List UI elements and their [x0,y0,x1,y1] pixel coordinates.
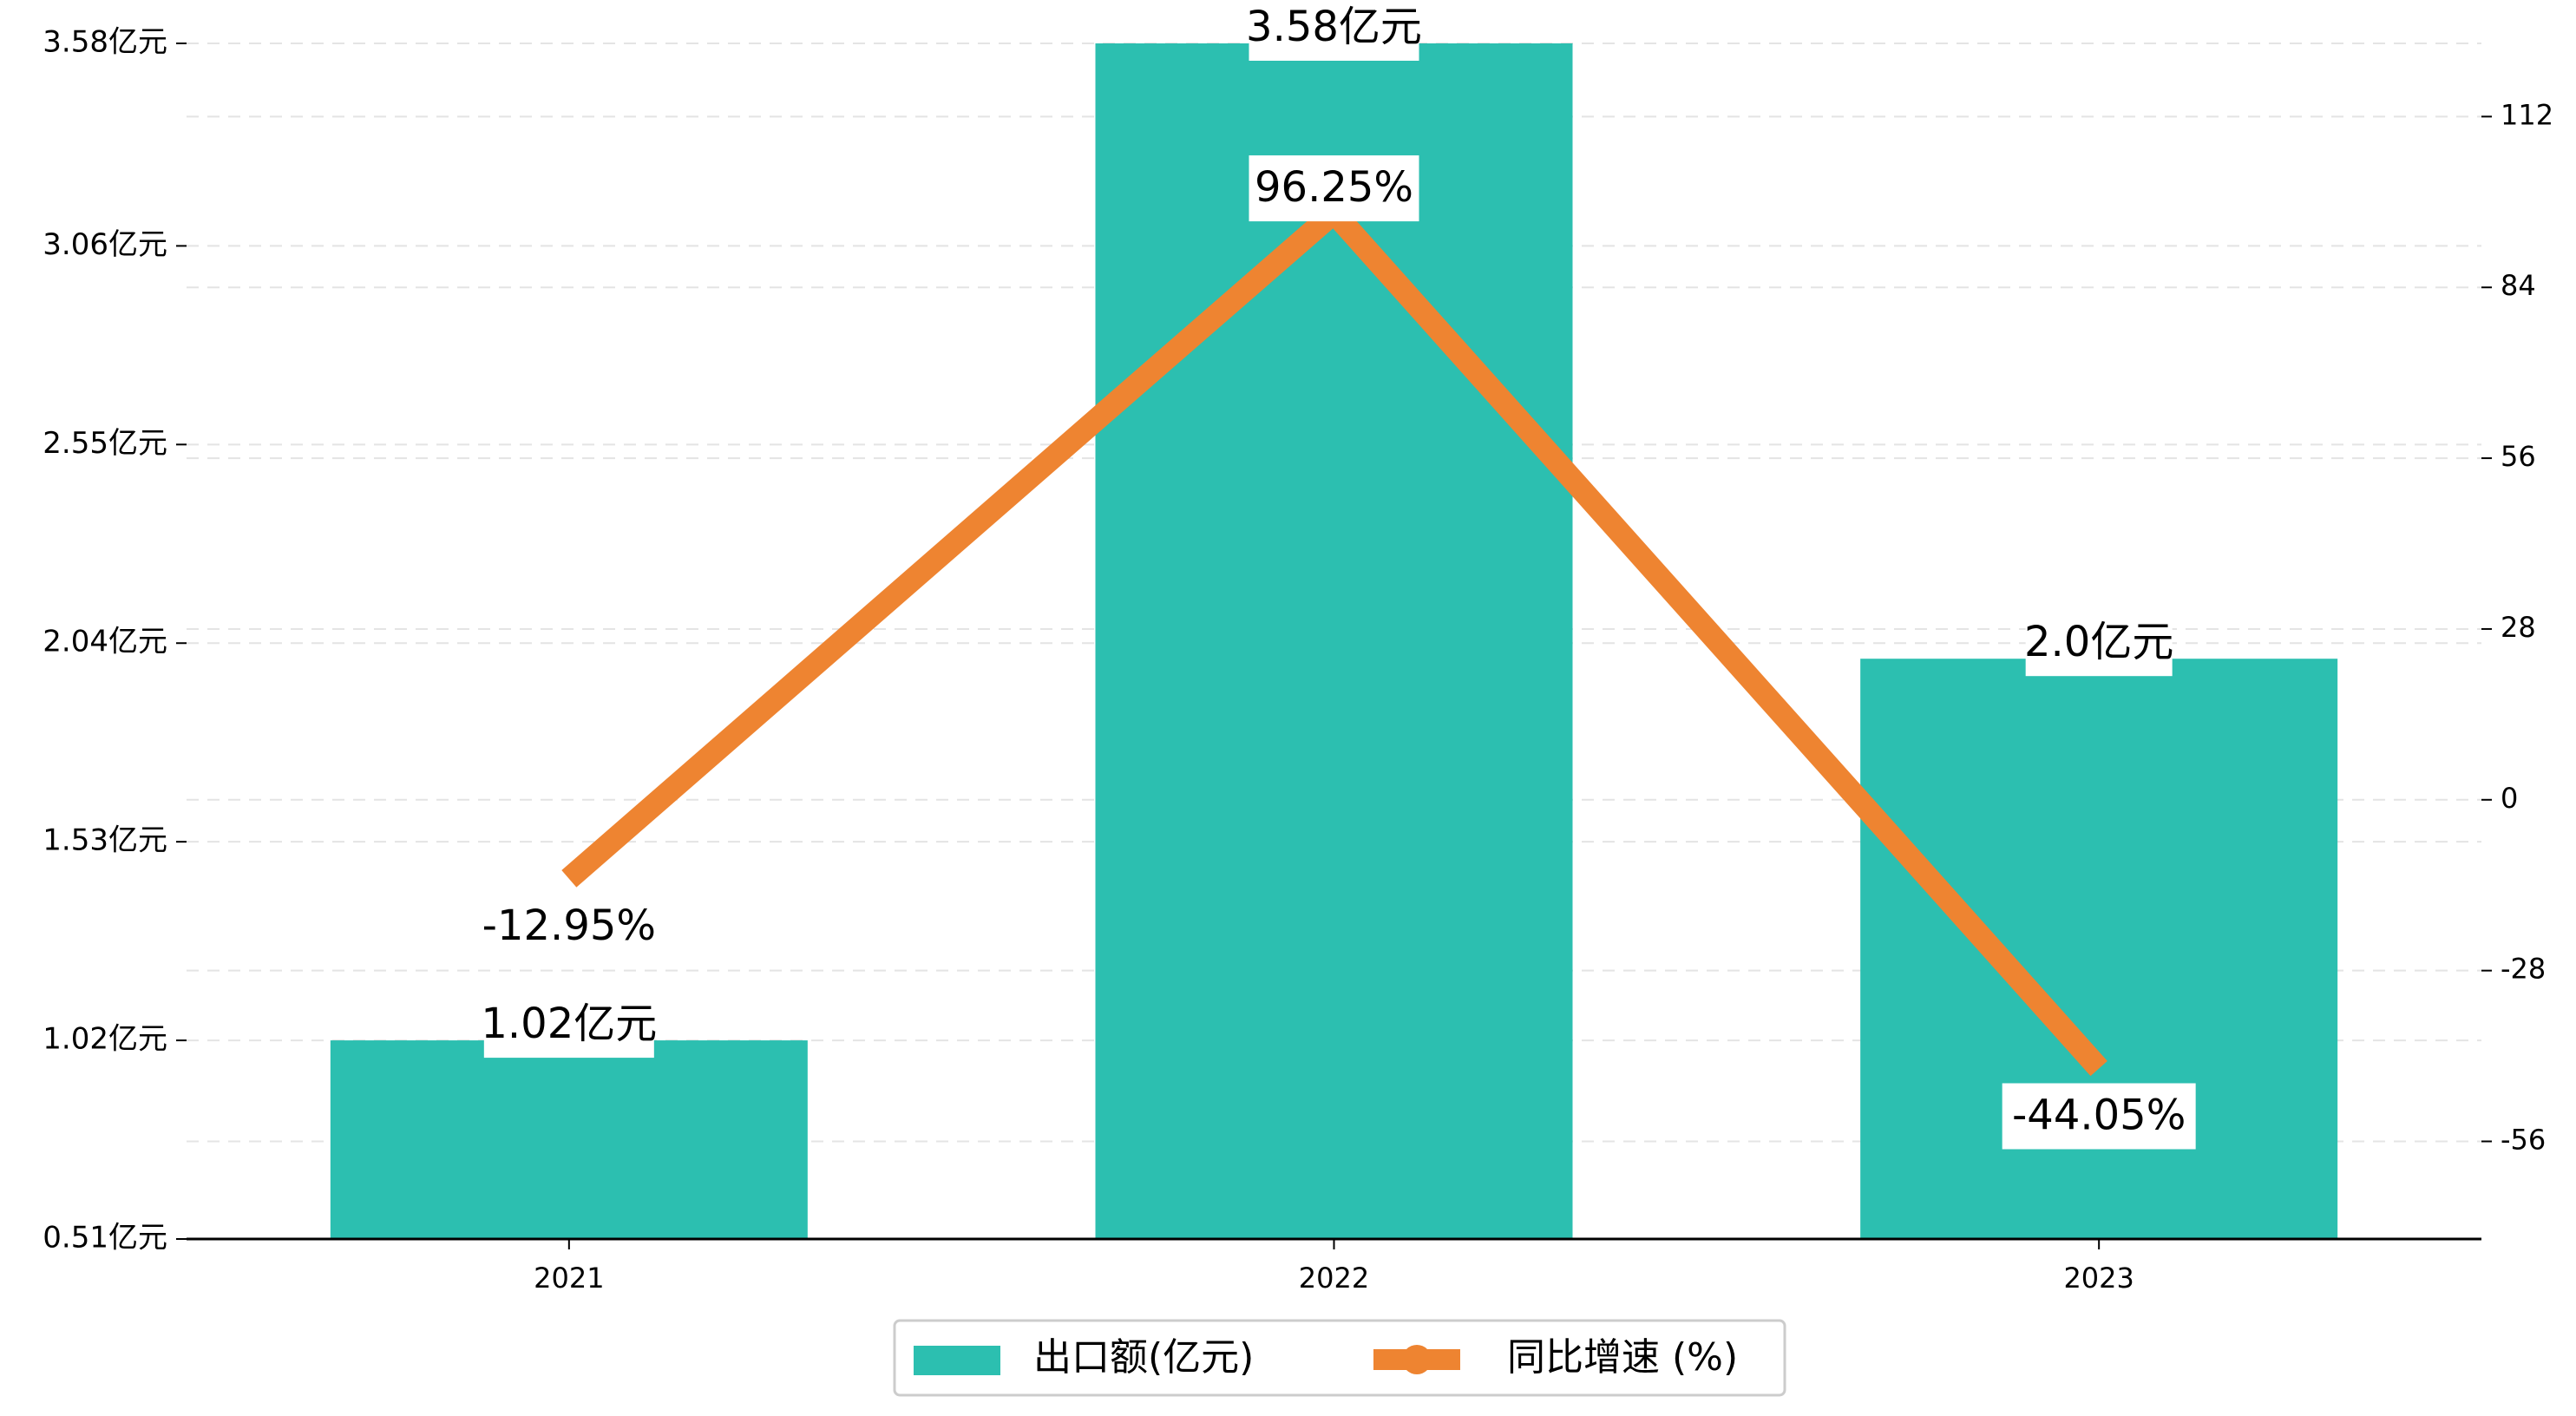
y-right-tick-label: 0 [2501,782,2518,815]
y-left-tick-label: 3.06亿元 [43,227,167,262]
y-right-tick-label: 28 [2501,611,2536,644]
axes: 0.51亿元 1.02亿元 1.53亿元 2.04亿元 2.55亿元 3.06亿元 3.58… [43,25,2553,1295]
y-left-tick-label: 1.53亿元 [43,823,167,858]
bar-series [330,43,2338,1239]
y-left-tick-label: 2.04亿元 [43,625,167,659]
line-label-2021: -12.95% [482,901,656,950]
bar-label-2021-bg [483,992,654,1059]
y-right-tick-label: 112 [2501,98,2553,131]
legend-swatch-marker [1402,1345,1432,1374]
y-right-tick-label: 84 [2501,269,2536,302]
x-tick-label: 2023 [2063,1262,2134,1295]
legend-label-bar: 出口额(亿元) [1033,1335,1254,1380]
y-right-tick-label: 56 [2501,440,2536,473]
legend-swatch-bar [914,1346,1000,1375]
line-label-2023: -44.05% [2012,1091,2186,1139]
x-tick-label: 2022 [1299,1262,1369,1295]
legend: 出口额(亿元) 同比增速 (%) [893,1319,1786,1397]
y-right-tick-label: -56 [2501,1124,2546,1157]
legend-label-line: 同比增速 (%) [1507,1335,1738,1380]
data-labels: 1.02亿元 3.58亿元 2.0亿元 -12.95% 96.25% -44.05% [472,0,2196,1150]
line-label-2021-bg [472,893,666,960]
line-label-2022: 96.25% [1255,163,1413,212]
y-left-tick-label: 0.51亿元 [43,1221,167,1255]
y-left-tick-label: 1.02亿元 [43,1022,167,1057]
legend-box [893,1319,1786,1397]
y-left-tick-label: 3.58亿元 [43,25,167,60]
bar-label-2022: 3.58亿元 [1246,3,1422,51]
bar-label-2023: 2.0亿元 [2024,618,2173,666]
line-label-2022-bg [1249,155,1419,222]
bar-label-2022-bg [1249,0,1419,61]
x-tick-label: 2021 [534,1262,604,1295]
bar-2023 [1860,659,2338,1239]
bar-2021 [330,1040,808,1239]
y-right-tick-label: -28 [2501,953,2546,986]
line-label-2023-bg [2002,1083,2196,1150]
bar-label-2021: 1.02亿元 [481,1000,657,1048]
y-left-tick-label: 2.55亿元 [43,426,167,461]
bar-2022 [1095,43,1573,1239]
bar-label-2023-bg [2025,610,2173,677]
